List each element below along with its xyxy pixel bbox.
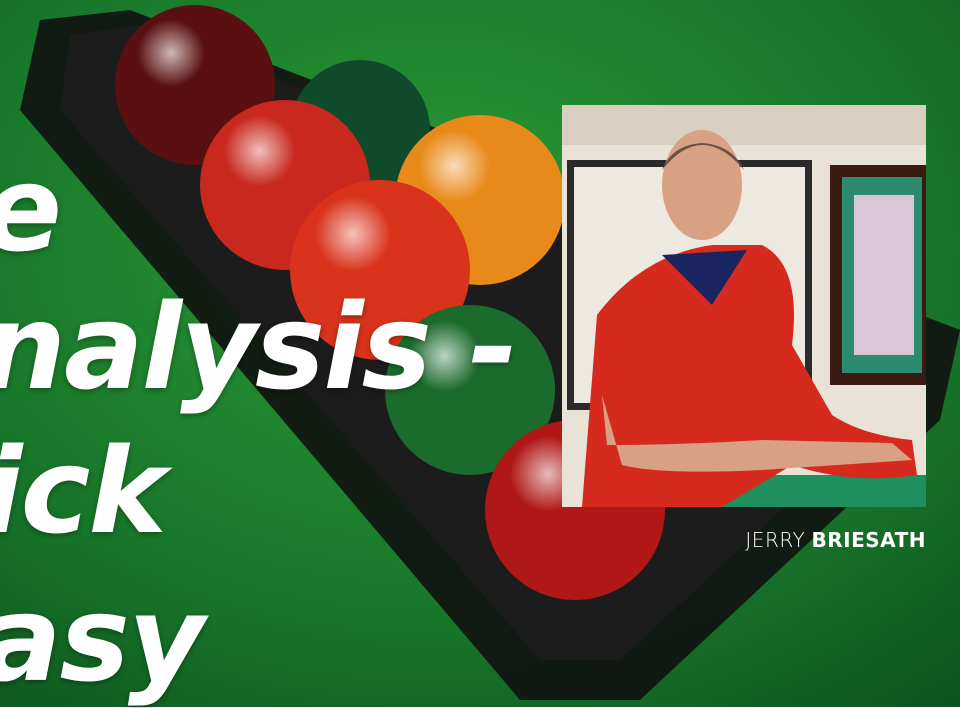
page: e nalysis - ick asy JERRY BRIESATH (() =… xyxy=(0,0,960,707)
title-line: e xyxy=(0,150,60,268)
portrait-photo xyxy=(562,105,926,507)
caption-last-name: BRIESATH xyxy=(812,528,926,552)
title-line: ick xyxy=(0,432,165,550)
title-line: asy xyxy=(0,580,203,698)
title-line: nalysis - xyxy=(0,288,516,406)
photo-caption: JERRY BRIESATH xyxy=(745,528,926,552)
caption-first-name: JERRY xyxy=(745,528,805,552)
